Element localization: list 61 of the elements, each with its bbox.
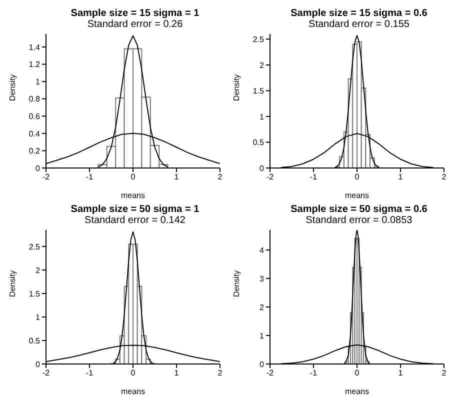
x-tick-label: -2: [42, 368, 50, 378]
x-tick-label: 2: [442, 172, 447, 182]
y-axis-title: Density: [8, 270, 17, 297]
y-axis-title: Density: [232, 74, 241, 101]
y-tick-label: 0: [36, 360, 41, 369]
x-axis-title: means: [344, 191, 370, 200]
y-tick-label: 1: [36, 312, 41, 322]
x-tick-label: -1: [310, 368, 318, 378]
y-axis-title: Density: [8, 74, 17, 101]
y-tick-label: 1: [260, 331, 265, 340]
x-tick-label: 2: [442, 368, 447, 378]
x-axis-title: means: [344, 387, 370, 396]
x-tick-label: -2: [266, 172, 274, 182]
y-tick-label: 0.5: [252, 138, 265, 148]
x-tick-label: -2: [266, 368, 274, 378]
y-tick-label: 1.5: [252, 86, 265, 96]
chart-title: Sample size = 50 sigma = 0.6: [290, 204, 428, 215]
y-tick-label: 1.2: [28, 60, 41, 70]
y-tick-label: 0.5: [28, 336, 41, 346]
y-tick-label: 3: [260, 274, 265, 284]
x-tick-label: 0: [130, 368, 136, 378]
x-tick-label: -1: [86, 368, 94, 378]
y-tick-label: 1.5: [28, 289, 41, 298]
chart-title: Sample size = 15 sigma = 0.6: [290, 8, 428, 19]
y-tick-label: 2: [260, 302, 265, 312]
x-tick-label: 2: [218, 368, 223, 378]
y-axis-title: Density: [232, 270, 241, 297]
x-tick-label: 2: [218, 172, 223, 182]
x-tick-label: -2: [42, 172, 50, 182]
x-tick-label: 0: [130, 172, 136, 182]
y-tick-label: 4: [260, 246, 265, 255]
y-tick-label: 0.4: [28, 129, 41, 138]
x-tick-label: 0: [354, 172, 360, 182]
y-tick-label: 0: [260, 164, 265, 173]
chart-title: Sample size = 15 sigma = 1: [70, 8, 200, 19]
x-axis-title: means: [120, 387, 146, 396]
y-tick-label: 2.5: [252, 34, 265, 44]
x-tick-label: 1: [174, 172, 180, 182]
x-tick-label: 1: [174, 368, 180, 378]
chart-subtitle: Standard error = 0.0853: [304, 215, 414, 226]
chart-title: Sample size = 50 sigma = 1: [70, 204, 200, 215]
y-tick-label: 1: [260, 112, 265, 122]
y-tick-label: 0.8: [28, 94, 41, 104]
y-tick-label: 1.4: [28, 42, 41, 52]
x-tick-label: 1: [398, 172, 404, 182]
y-tick-label: 2: [260, 60, 265, 70]
x-tick-label: 1: [398, 368, 404, 378]
chart-subtitle: Standard error = 0.26: [86, 19, 184, 30]
y-tick-label: 0.6: [28, 112, 41, 121]
chart-subtitle: Standard error = 0.142: [84, 215, 186, 226]
y-tick-label: 0.2: [28, 146, 41, 156]
chart-subtitle: Standard error = 0.155: [308, 19, 410, 30]
x-tick-label: -1: [86, 172, 94, 182]
y-tick-label: 0: [260, 360, 265, 369]
x-tick-label: -1: [310, 172, 318, 182]
x-tick-label: 0: [354, 368, 360, 378]
x-axis-title: means: [120, 191, 146, 200]
y-tick-label: 0: [36, 164, 41, 173]
y-tick-label: 2: [36, 266, 41, 275]
y-tick-label: 2.5: [28, 242, 41, 252]
y-tick-label: 1: [36, 77, 41, 86]
